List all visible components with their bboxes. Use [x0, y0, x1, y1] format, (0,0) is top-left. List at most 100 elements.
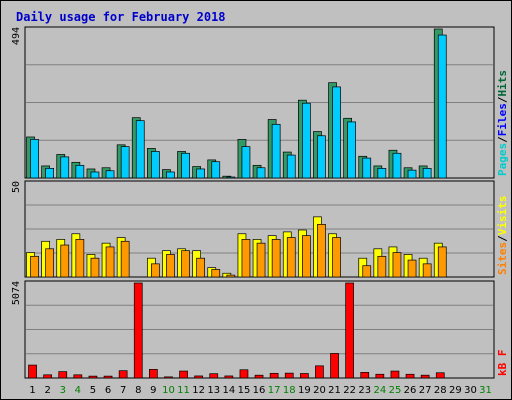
- side-legend: kB F: [496, 350, 509, 377]
- bar: [435, 372, 445, 379]
- x-tick-label: 24: [373, 385, 386, 396]
- side-legend-item: Sites: [496, 242, 509, 275]
- bar: [120, 146, 130, 179]
- bar: [407, 259, 417, 278]
- x-tick-label: 7: [120, 385, 126, 396]
- x-tick-label: 22: [343, 385, 356, 396]
- bar: [390, 370, 400, 379]
- bar: [377, 167, 387, 179]
- bar: [181, 250, 190, 278]
- x-tick-label: 25: [389, 385, 402, 396]
- chart-title: Daily usage for February 2018: [16, 10, 226, 24]
- bar: [437, 246, 447, 278]
- bar: [345, 282, 354, 379]
- bar: [271, 123, 281, 179]
- bar: [181, 152, 190, 179]
- side-legend-item: /: [496, 96, 509, 103]
- x-tick-label: 14: [222, 385, 235, 396]
- bar: [45, 248, 55, 278]
- bar: [75, 164, 85, 179]
- bar: [58, 371, 68, 379]
- bar: [224, 375, 234, 379]
- bar: [392, 152, 402, 179]
- bar: [360, 372, 370, 379]
- bar: [73, 374, 83, 379]
- bar: [256, 167, 266, 179]
- y-max-label: 50: [11, 181, 22, 193]
- x-tick-label: 17: [268, 385, 281, 396]
- bar: [420, 374, 430, 379]
- bar: [347, 121, 356, 179]
- bar: [377, 255, 387, 278]
- bar: [103, 375, 113, 379]
- bar: [241, 239, 251, 278]
- bar: [60, 156, 70, 179]
- side-legend-item: Files: [496, 103, 509, 136]
- bar: [88, 375, 98, 379]
- x-tick-label: 15: [238, 385, 251, 396]
- y-max-label: 494: [11, 27, 22, 45]
- bar: [90, 257, 100, 278]
- bar: [149, 369, 158, 379]
- bar: [269, 372, 279, 379]
- bar: [164, 376, 173, 379]
- bar: [392, 252, 402, 278]
- bar: [226, 274, 236, 278]
- bar: [166, 171, 175, 179]
- x-tick-label: 3: [60, 385, 66, 396]
- bar: [151, 263, 160, 278]
- bar: [300, 373, 309, 379]
- bar: [286, 154, 296, 179]
- bar: [362, 265, 372, 278]
- bar: [317, 135, 326, 179]
- bar: [211, 269, 221, 278]
- bar: [105, 246, 115, 278]
- x-tick-label: 11: [177, 385, 190, 396]
- bar: [405, 373, 415, 379]
- bar: [166, 254, 175, 278]
- bar: [271, 239, 281, 278]
- x-tick-label: 12: [192, 385, 205, 396]
- bar: [28, 364, 37, 379]
- x-tick-label: 10: [162, 385, 175, 396]
- x-tick-label: 5: [90, 385, 96, 396]
- x-tick-label: 1: [29, 385, 35, 396]
- x-tick-label: 8: [135, 385, 141, 396]
- bar: [422, 167, 432, 179]
- bar: [179, 370, 188, 379]
- bar: [90, 171, 100, 179]
- x-tick-label: 9: [150, 385, 156, 396]
- bar: [284, 372, 294, 379]
- bar: [209, 373, 219, 379]
- bar: [196, 257, 205, 278]
- bar: [118, 370, 128, 379]
- bar: [241, 146, 251, 179]
- bar: [194, 375, 203, 379]
- x-tick-label: 27: [419, 385, 432, 396]
- bar: [120, 240, 130, 278]
- x-tick-label: 13: [207, 385, 220, 396]
- bar: [422, 263, 432, 278]
- bar: [43, 374, 53, 379]
- x-tick-label: 29: [449, 385, 462, 396]
- bar: [332, 237, 341, 278]
- bar: [317, 224, 326, 278]
- y-max-label: 5074: [11, 281, 22, 305]
- bar: [60, 244, 70, 278]
- bar: [375, 373, 385, 379]
- bar: [151, 151, 160, 179]
- x-tick-label: 31: [479, 385, 492, 396]
- bar: [254, 374, 264, 379]
- side-legend-item: Visits: [496, 196, 509, 236]
- x-tick-label: 26: [404, 385, 417, 396]
- bar: [286, 237, 296, 278]
- x-tick-label: 2: [44, 385, 50, 396]
- bar: [362, 157, 372, 179]
- x-tick-label: 4: [75, 385, 81, 396]
- side-legend-item: /: [496, 136, 509, 143]
- side-legend-item: kB F: [496, 350, 509, 377]
- side-legend-item: /: [496, 235, 509, 242]
- side-legend-item: Hits: [496, 70, 509, 97]
